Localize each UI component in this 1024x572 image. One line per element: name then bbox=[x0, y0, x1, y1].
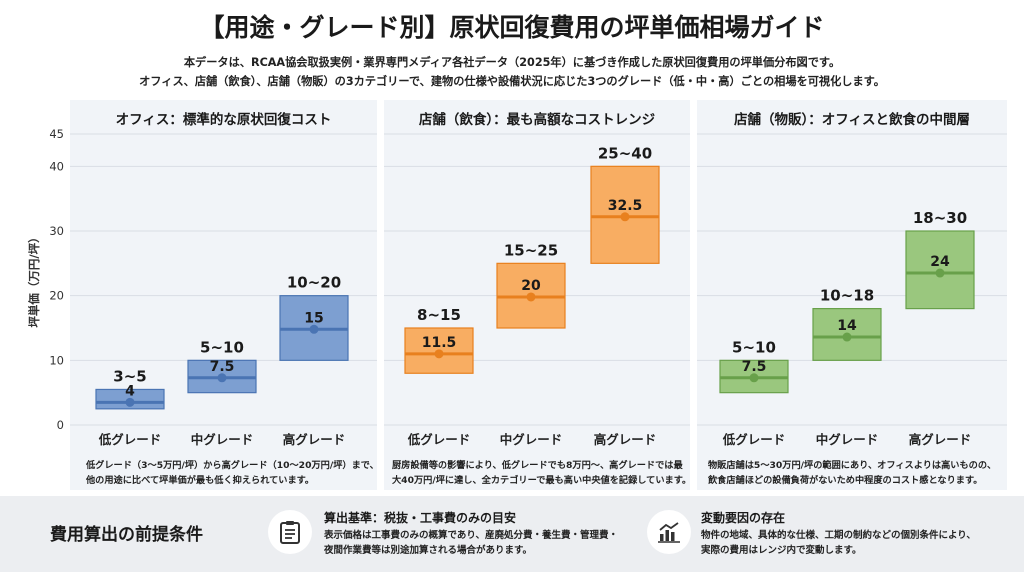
footer-item-body: 物件の地域、具体的な仕様、工期の制約などの個別条件により、 実際の費用はレンジ内… bbox=[701, 528, 976, 558]
median-label: 7.5 bbox=[742, 359, 767, 375]
panel-note-food: 厨房設備等の影響により、低グレードでも8万円〜、高グレードでは最 大40万円/坪… bbox=[392, 458, 691, 488]
panel-note-line: 他の用途に比べて坪単価が最も低く抑えられています。 bbox=[86, 475, 315, 486]
footer-item-line: 夜間作業費等は別途加算される場合があります。 bbox=[324, 545, 533, 556]
subtitle-line-2: オフィス、店舗（飲食）、店舗（物販）の3カテゴリーで、建物の仕様や設備状況に応じ… bbox=[139, 75, 885, 88]
category-label: 低グレード bbox=[98, 432, 162, 447]
y-tick-label: 0 bbox=[57, 418, 64, 432]
range-label: 5~10 bbox=[732, 338, 776, 356]
median-point bbox=[749, 373, 759, 383]
range-label: 10~18 bbox=[820, 287, 874, 305]
median-label: 4 bbox=[125, 383, 135, 399]
y-tick-label: 45 bbox=[49, 127, 64, 141]
footer-item-line: 表示価格は工事費のみの概算であり、産廃処分費・養生費・管理費・ bbox=[324, 530, 619, 541]
range-label: 25~40 bbox=[598, 144, 652, 162]
category-label: 中グレード bbox=[816, 432, 879, 447]
median-label: 7.5 bbox=[210, 359, 235, 375]
panel-note-line: 厨房設備等の影響により、低グレードでも8万円〜、高グレードでは最 bbox=[392, 460, 683, 471]
panel-title: オフィス：標準的な原状回復コスト bbox=[116, 111, 332, 128]
subtitle-line-1: 本データは、RCAA協会取扱実例・業界専門メディア各社データ（2025年）に基づ… bbox=[183, 56, 841, 69]
footer-item-body: 表示価格は工事費のみの概算であり、産廃処分費・養生費・管理費・ 夜間作業費等は別… bbox=[324, 528, 618, 558]
category-label: 低グレード bbox=[722, 432, 786, 447]
clipboard-icon bbox=[268, 510, 312, 554]
y-tick-label: 10 bbox=[49, 353, 64, 367]
footer-item-heading: 変動要因の存在 bbox=[701, 511, 786, 525]
median-point bbox=[217, 373, 227, 383]
y-tick-label: 40 bbox=[49, 159, 64, 173]
panel-note-line: 物販店舗は5〜30万円/坪の範囲にあり、オフィスよりは高いものの、 bbox=[708, 460, 997, 471]
median-label: 15 bbox=[304, 310, 323, 326]
median-label: 11.5 bbox=[422, 335, 457, 351]
footer-item-line: 物件の地域、具体的な仕様、工期の制約などの個別条件により、 bbox=[701, 530, 976, 541]
panel-note-line: 大40万円/坪に達し、全カテゴリーで最も高い中央値を記録しています。 bbox=[392, 475, 692, 486]
page-title: 【用途・グレード別】原状回復費用の坪単価相場ガイド bbox=[199, 13, 825, 42]
panel-note-retail: 物販店舗は5〜30万円/坪の範囲にあり、オフィスよりは高いものの、 飲食店舗ほど… bbox=[708, 458, 996, 488]
y-tick-label: 30 bbox=[49, 224, 64, 238]
category-label: 高グレード bbox=[283, 432, 346, 447]
category-label: 低グレード bbox=[407, 432, 471, 447]
range-chart: 0 10 20 30 40 45 坪単価（万円/坪） オフィス：標準的な原状回復コスト 43~5… bbox=[27, 100, 1007, 490]
median-point bbox=[842, 332, 852, 342]
median-point bbox=[434, 349, 444, 359]
range-label: 10~20 bbox=[287, 274, 341, 292]
median-point bbox=[125, 397, 135, 407]
range-label: 15~25 bbox=[504, 241, 558, 259]
category-label: 高グレード bbox=[594, 432, 657, 447]
median-point bbox=[620, 212, 630, 222]
median-label: 20 bbox=[521, 278, 541, 294]
median-label: 14 bbox=[837, 318, 857, 334]
panel-note-line: 飲食店舗ほどの設備負荷がないため中程度のコスト感となります。 bbox=[708, 475, 983, 486]
bar-chart-icon bbox=[647, 510, 691, 554]
footer-item-heading: 算出基準：税抜・工事費のみの目安 bbox=[324, 511, 517, 525]
range-label: 3~5 bbox=[113, 367, 146, 385]
range-label: 18~30 bbox=[913, 209, 967, 227]
footer-panel: 費用算出の前提条件 算出基準：税抜・工事費のみの目安 表示価格は工事費のみの概算… bbox=[0, 496, 1024, 572]
footer-title: 費用算出の前提条件 bbox=[50, 525, 203, 545]
range-label: 5~10 bbox=[200, 338, 244, 356]
panel-title: 店舗（物販）：オフィスと飲食の中間層 bbox=[734, 111, 970, 128]
median-label: 24 bbox=[930, 254, 950, 270]
panel-title: 店舗（飲食）：最も高額なコストレンジ bbox=[419, 111, 656, 128]
category-label: 高グレード bbox=[909, 432, 972, 447]
y-axis-label: 坪単価（万円/坪） bbox=[27, 231, 41, 327]
median-label: 32.5 bbox=[608, 198, 643, 214]
category-label: 中グレード bbox=[191, 432, 254, 447]
panel-note-line: 低グレード（3〜5万円/坪）から高グレード（10〜20万円/坪）まで、 bbox=[86, 460, 379, 471]
median-point bbox=[526, 292, 536, 302]
panel-note-office: 低グレード（3〜5万円/坪）から高グレード（10〜20万円/坪）まで、 他の用途… bbox=[86, 458, 379, 488]
footer-item-line: 実際の費用はレンジ内で変動します。 bbox=[701, 545, 862, 556]
range-label: 8~15 bbox=[417, 306, 461, 324]
category-label: 中グレード bbox=[500, 432, 563, 447]
median-point bbox=[935, 268, 945, 278]
median-point bbox=[309, 324, 319, 334]
y-tick-label: 20 bbox=[49, 289, 64, 303]
